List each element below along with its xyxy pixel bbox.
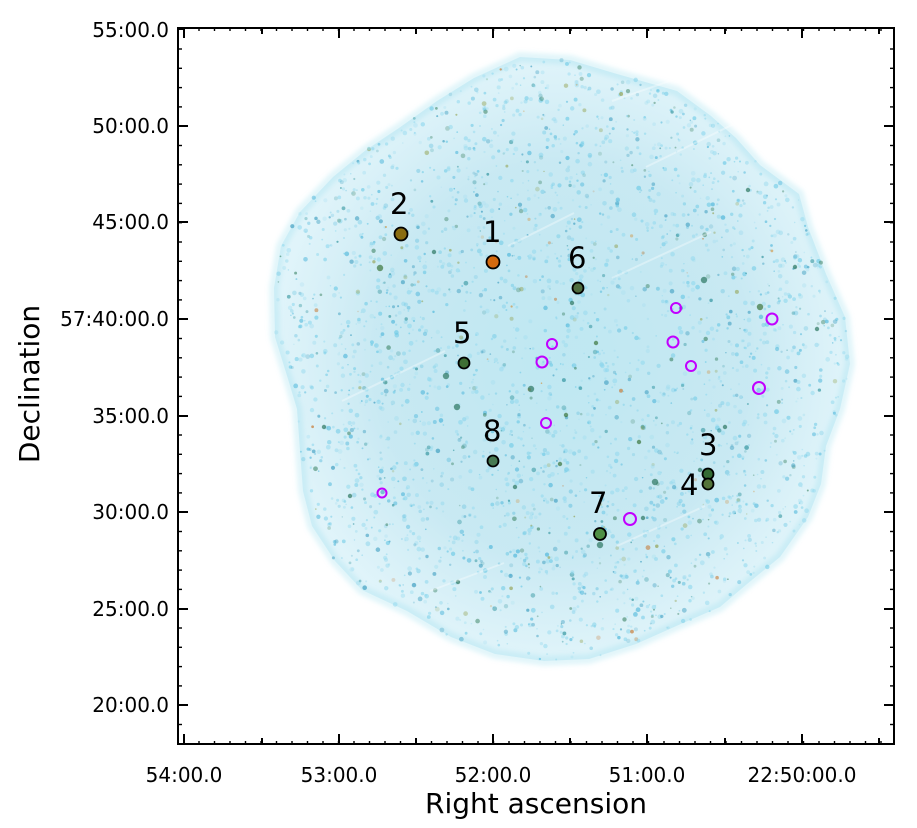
source-label-5: 5 (453, 316, 471, 350)
magenta-marker-10[interactable] (623, 512, 637, 526)
source-label-7: 7 (589, 486, 607, 520)
y-tick-20: 20:00.0 (92, 693, 169, 717)
x-tick-52: 52:00.0 (454, 763, 532, 787)
minor-ticks (177, 27, 895, 745)
sky-field-soft-edge (268, 51, 856, 667)
magenta-marker-5[interactable] (670, 302, 682, 314)
sky-field-background (274, 57, 850, 661)
source-5-marker[interactable] (457, 356, 471, 370)
magenta-marker-7[interactable] (685, 360, 697, 372)
magenta-marker-6[interactable] (666, 335, 680, 349)
magenta-marker-3[interactable] (535, 355, 549, 369)
x-tick-51: 51:00.0 (608, 763, 686, 787)
source-label-6: 6 (568, 241, 586, 275)
x-axis-title: Right ascension (425, 787, 647, 820)
diagonal-artifacts (341, 60, 741, 592)
y-tick-55: 55:00.0 (92, 18, 169, 42)
source-4-marker[interactable] (701, 477, 715, 491)
magenta-marker-2[interactable] (546, 338, 558, 350)
x-tick-53: 53:00.0 (300, 763, 378, 787)
x-tick-54: 54:00.0 (145, 763, 223, 787)
y-tick-45: 45:00.0 (92, 210, 169, 234)
y-tick-25: 25:00.0 (92, 597, 169, 621)
y-tick-50: 50:00.0 (92, 114, 169, 138)
source-6-marker[interactable] (571, 281, 585, 295)
source-label-3: 3 (699, 428, 717, 462)
source-label-2: 2 (390, 187, 408, 221)
source-8-marker[interactable] (486, 454, 500, 468)
magenta-marker-1[interactable] (376, 487, 388, 499)
magenta-marker-8[interactable] (765, 312, 779, 326)
magenta-marker-9[interactable] (752, 381, 766, 395)
bright-sources (393, 226, 715, 541)
source-2-marker[interactable] (393, 226, 409, 242)
magenta-markers (376, 302, 779, 526)
source-7-marker[interactable] (593, 527, 607, 541)
source-labels: 2 1 6 5 8 3 4 7 (390, 187, 717, 520)
source-label-4: 4 (680, 468, 698, 502)
x-tick-50: 22:50:00.0 (747, 763, 857, 787)
magenta-marker-4[interactable] (540, 417, 552, 429)
y-tick-40: 57:40:00.0 (60, 307, 169, 331)
y-tick-35: 35:00.0 (92, 404, 169, 428)
y-axis-title: Declination (13, 304, 46, 464)
source-1-marker[interactable] (485, 254, 501, 270)
source-label-1: 1 (483, 215, 501, 249)
y-tick-30: 30:00.0 (92, 500, 169, 524)
source-label-8: 8 (483, 414, 501, 448)
